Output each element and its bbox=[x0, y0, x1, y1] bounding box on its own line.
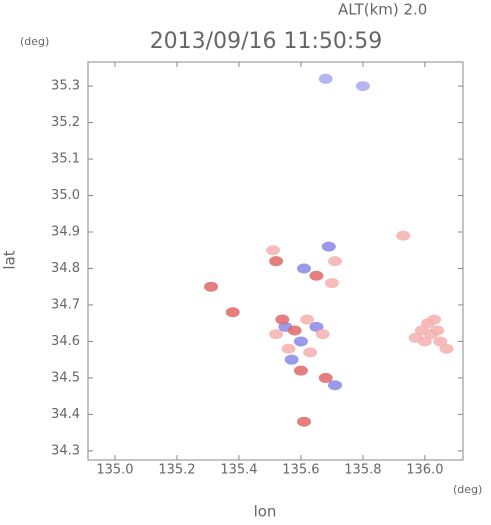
y-tick-label: 35.1 bbox=[51, 152, 80, 167]
echo bbox=[293, 336, 308, 347]
echo bbox=[297, 263, 312, 274]
echo bbox=[324, 278, 339, 289]
x-tick-label: 135.6 bbox=[282, 463, 319, 478]
echo bbox=[396, 230, 411, 241]
y-tick-label: 34.5 bbox=[51, 370, 80, 385]
x-tick-label: 135.0 bbox=[96, 463, 133, 478]
echo bbox=[297, 416, 312, 427]
echo bbox=[293, 365, 308, 376]
y-tick-label: 35.0 bbox=[51, 188, 80, 203]
altitude-label: ALT(km) 2.0 bbox=[338, 1, 427, 19]
echo bbox=[408, 332, 423, 343]
echo bbox=[439, 343, 454, 354]
echo bbox=[328, 380, 343, 391]
echo bbox=[328, 256, 343, 267]
echo bbox=[266, 245, 281, 256]
echo bbox=[225, 307, 240, 318]
y-axis-label: lat bbox=[1, 250, 19, 269]
echo bbox=[433, 336, 448, 347]
y-tick-label: 34.4 bbox=[51, 407, 80, 422]
x-tick-label: 136.0 bbox=[406, 463, 443, 478]
echo bbox=[315, 329, 330, 340]
echo bbox=[204, 281, 219, 292]
echo bbox=[287, 325, 302, 336]
echo bbox=[269, 329, 284, 340]
echo bbox=[427, 314, 442, 325]
echo bbox=[284, 354, 299, 365]
y-tick-label: 34.9 bbox=[51, 224, 80, 239]
echo bbox=[309, 270, 324, 281]
echo bbox=[318, 73, 333, 84]
echo bbox=[321, 241, 336, 252]
y-tick-label: 34.3 bbox=[51, 443, 80, 458]
echo bbox=[309, 321, 324, 332]
echo bbox=[275, 314, 290, 325]
echo bbox=[303, 347, 318, 358]
echo bbox=[318, 372, 333, 383]
x-tick-label: 135.8 bbox=[344, 463, 381, 478]
y-tick-label: 34.7 bbox=[51, 297, 80, 312]
plot-frame bbox=[87, 61, 464, 461]
echo bbox=[281, 343, 296, 354]
y-unit: (deg) bbox=[20, 35, 49, 48]
y-tick-label: 35.3 bbox=[51, 79, 80, 94]
echo bbox=[269, 256, 284, 267]
x-unit: (deg) bbox=[453, 483, 482, 496]
x-axis-label: lon bbox=[254, 503, 277, 521]
echo bbox=[430, 325, 445, 336]
echo bbox=[300, 314, 315, 325]
y-tick-label: 34.8 bbox=[51, 261, 80, 276]
y-tick-label: 35.2 bbox=[51, 115, 80, 130]
x-tick-label: 135.2 bbox=[158, 463, 195, 478]
chart-title: 2013/09/16 11:50:59 bbox=[150, 29, 383, 54]
x-tick-label: 135.4 bbox=[220, 463, 257, 478]
echo bbox=[355, 81, 370, 92]
y-tick-label: 34.6 bbox=[51, 334, 80, 349]
